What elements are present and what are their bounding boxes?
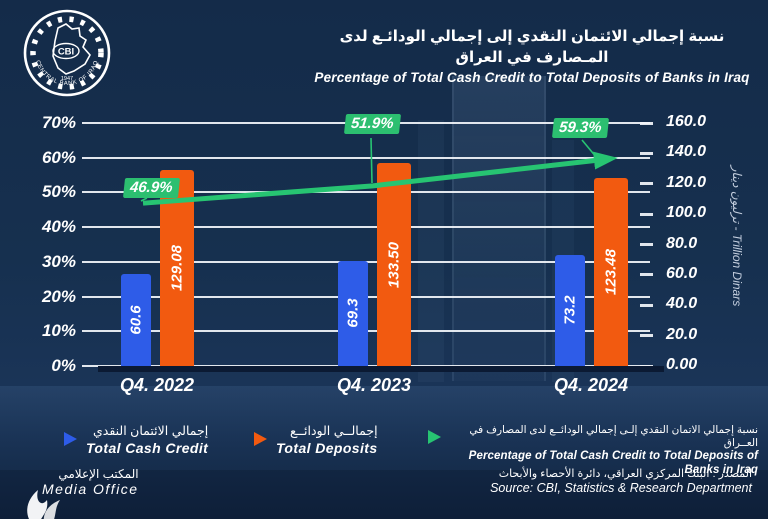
legend-label-arabic: نسبة إجمالي الاتمان النقدي إلـى إجمالي ا…: [469, 424, 758, 450]
right-axis-tick-label: 160.0: [666, 113, 707, 130]
background-tower-silhouette: [452, 76, 546, 381]
right-axis-tick-label: 60.0: [666, 264, 698, 282]
legend-marker-orange-triangle-icon: [254, 432, 267, 446]
legend-item-total-cash-credit: إجمالي الائتمان النقدي Total Cash Credit: [64, 424, 208, 456]
right-axis-tick-label: 120.0: [666, 173, 707, 191]
left-axis-tick-label: 20%: [41, 286, 76, 306]
gridline: [82, 226, 650, 229]
legend-marker-blue-triangle-icon: [64, 432, 77, 446]
iraq-map-outline: [52, 23, 91, 75]
left-axis-tick-label: 60%: [41, 147, 76, 167]
background-cityscape: [0, 386, 768, 519]
logo-year: 1947: [61, 76, 73, 82]
legend-label-english: Total Deposits: [276, 439, 378, 456]
source-block: المصدر : البنك المركزي العراقي، دائرة ال…: [490, 467, 752, 495]
right-axis-tick: [640, 212, 653, 216]
bar-total-deposits: [594, 178, 628, 366]
right-axis-tick: [640, 243, 653, 246]
bar-value-label: 73.2: [561, 295, 579, 326]
right-axis-tick-label: 20.0: [666, 325, 698, 343]
percentage-trend-line: [142, 151, 618, 206]
bar-value-label: 123.48: [602, 249, 620, 296]
right-axis-tick: [640, 121, 653, 125]
right-axis-title: ترليون دينار - Trillion Dinars: [730, 165, 744, 307]
source-arabic: المصدر : البنك المركزي العراقي، دائرة ال…: [498, 468, 752, 480]
right-axis-tick: [640, 182, 653, 186]
media-office-block: المكتب الإعلامي Media Office: [42, 467, 139, 497]
bar-value-label: 129.08: [168, 245, 186, 291]
right-axis-tick-label: 40.0: [666, 295, 698, 313]
gridline: [82, 156, 650, 159]
x-axis-category-label: Q4. 2022: [119, 375, 195, 395]
percentage-data-label: 46.9%: [122, 178, 180, 198]
legend-marker-green-triangle-icon: [428, 430, 441, 444]
right-axis-tick: [640, 303, 653, 307]
media-office-english: Media Office: [42, 481, 139, 497]
right-axis-tick: [640, 273, 653, 277]
chart-title-english: Percentage of Total Cash Credit to Total…: [314, 70, 750, 85]
chart-title-arabic: نسبة إجمالي الائتمان النقدي إلى إجمالي ا…: [339, 28, 725, 66]
right-axis-tick: [640, 151, 653, 155]
percentage-data-label: 59.3%: [551, 118, 609, 138]
cbi-logo: CBI 1947 CENTRAL BANK OF IRAQ: [23, 9, 111, 97]
right-axis-tick-label: 80.0: [666, 234, 698, 252]
left-axis-tick-label: 10%: [41, 321, 76, 341]
bar-value-label: 133.50: [385, 241, 403, 288]
left-axis-tick-label: 30%: [41, 251, 76, 271]
chart-title-block: نسبة إجمالي الائتمان النقدي إلى إجمالي ا…: [306, 26, 758, 85]
media-office-arabic: المكتب الإعلامي: [58, 467, 139, 481]
bar-value-label: 69.3: [344, 298, 362, 328]
right-axis-tick-label: 100.0: [666, 204, 707, 222]
x-axis-category-label: Q4. 2024: [553, 375, 629, 395]
right-axis-tick: [640, 334, 653, 338]
legend-label-arabic: إجمالي الائتمان النقدي: [92, 424, 209, 438]
bar-total-cash-credit: [338, 260, 368, 366]
legend-label-english: Percentage of Total Cash Credit to Total…: [468, 450, 758, 477]
bar-total-cash-credit: [555, 254, 585, 366]
right-axis-tick-label: 0.00: [666, 356, 698, 373]
bar-total-cash-credit: [121, 273, 151, 366]
left-axis-tick-label: 0%: [51, 356, 76, 375]
left-axis-tick-label: 70%: [41, 113, 76, 132]
legend-item-total-deposits: إجمالــي الودائــع Total Deposits: [254, 424, 378, 456]
background-cityscape-shadow: [0, 470, 768, 519]
right-axis-tick-label: 140.0: [666, 143, 707, 161]
x-axis-baseline: [98, 366, 664, 372]
bar-value-label: 60.6: [127, 305, 145, 335]
legend-label-english: Total Cash Credit: [86, 439, 209, 456]
left-axis-tick-label: 50%: [41, 182, 76, 202]
left-axis-tick-label: 40%: [41, 217, 76, 237]
logo-abbr: CBI: [58, 47, 74, 58]
source-english: Source: CBI, Statistics & Research Depar…: [490, 481, 752, 495]
media-office-flame-icon: [27, 490, 60, 519]
x-axis-category-label: Q4. 2023: [336, 375, 412, 395]
legend-item-percentage-line: نسبة إجمالي الاتمان النقدي إلـى إجمالي ا…: [428, 424, 758, 478]
legend-label-arabic: إجمالــي الودائــع: [290, 424, 378, 438]
percentage-data-label: 51.9%: [343, 114, 401, 134]
